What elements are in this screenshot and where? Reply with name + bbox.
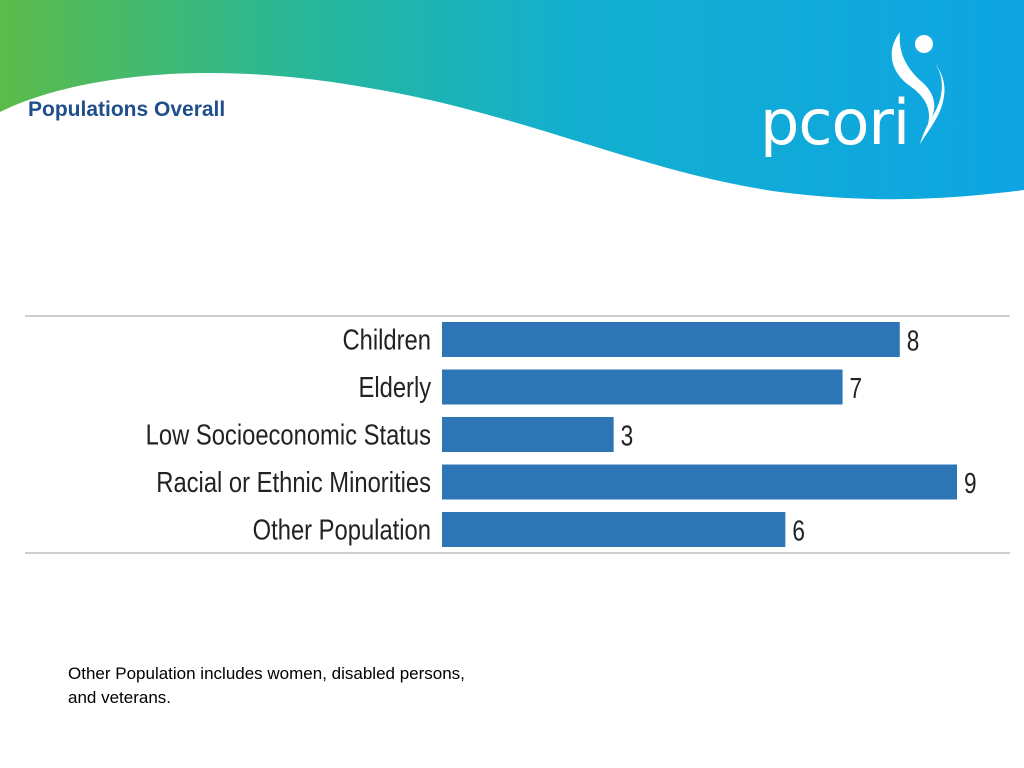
category-label: Elderly [358, 371, 431, 404]
slide-title: Populations Overall [28, 98, 226, 121]
bar [442, 369, 843, 405]
chart-marks: Children 8 Elderly 7 Low Socioeconomic Statu… [146, 322, 977, 547]
category-label: Other Population [253, 513, 431, 546]
header-wave-banner [0, 0, 1024, 200]
pcori-figure-icon [891, 32, 945, 144]
data-label: 7 [850, 371, 863, 404]
bar [442, 464, 957, 500]
category-label: Racial or Ethnic Minorities [156, 466, 431, 499]
data-label: 9 [964, 466, 977, 499]
bar [442, 512, 786, 547]
logo-text: pcori [760, 86, 910, 159]
category-label: Low Socioeconomic Status [146, 418, 431, 451]
data-label: 3 [621, 419, 634, 452]
bar [442, 417, 614, 452]
pcori-logo: pcori [760, 28, 950, 173]
data-label: 8 [907, 324, 920, 357]
populations-bar-chart: Children 8 Elderly 7 Low Socioeconomic Statu… [25, 315, 1010, 554]
footnote: Other Population includes women, disable… [68, 664, 465, 707]
data-label: 6 [792, 514, 805, 547]
bar [442, 322, 900, 357]
category-label: Children [342, 323, 431, 356]
